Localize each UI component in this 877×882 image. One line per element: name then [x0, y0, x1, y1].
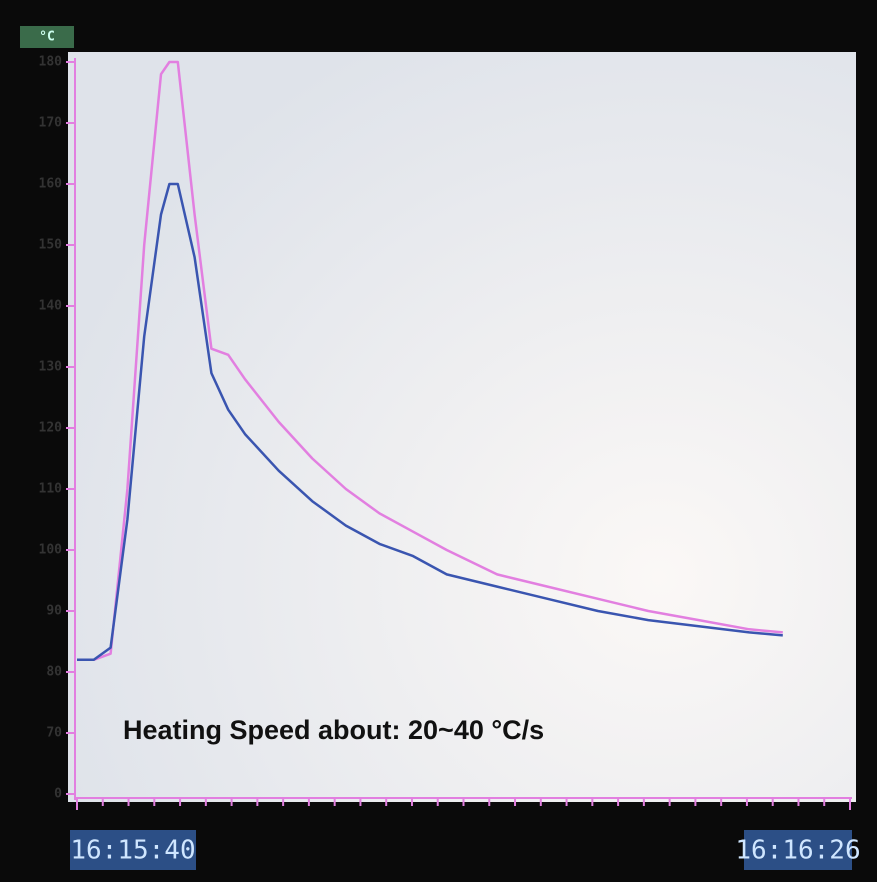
- unit-box: [20, 26, 74, 48]
- series-line: [77, 60, 783, 662]
- y-tick-label: 110: [39, 482, 63, 497]
- y-tick-label: 100: [39, 543, 63, 558]
- y-axis-label: °C: [39, 30, 55, 45]
- y-tick-label: 130: [39, 360, 63, 375]
- y-tick-label: 0: [54, 787, 62, 802]
- x-label-box: [744, 830, 852, 870]
- y-tick-label: 90: [46, 604, 62, 619]
- y-tick-label: 140: [39, 299, 63, 314]
- plot-panel: [68, 52, 856, 802]
- x-tick-label: 16:16:26: [735, 836, 860, 866]
- y-tick-label: 150: [39, 238, 63, 253]
- x-tick-label: 16:15:40: [70, 836, 195, 866]
- series-line: [77, 182, 783, 662]
- y-tick-label: 80: [46, 665, 62, 680]
- y-tick-label: 160: [39, 177, 63, 192]
- y-tick-label: 70: [46, 726, 62, 741]
- y-tick-label: 120: [39, 421, 63, 436]
- y-tick-label: 170: [39, 116, 63, 131]
- x-label-box: [70, 830, 196, 870]
- annotation: Heating Speed about: 20~40 °C/s: [123, 715, 544, 745]
- y-tick-label: 180: [39, 55, 63, 70]
